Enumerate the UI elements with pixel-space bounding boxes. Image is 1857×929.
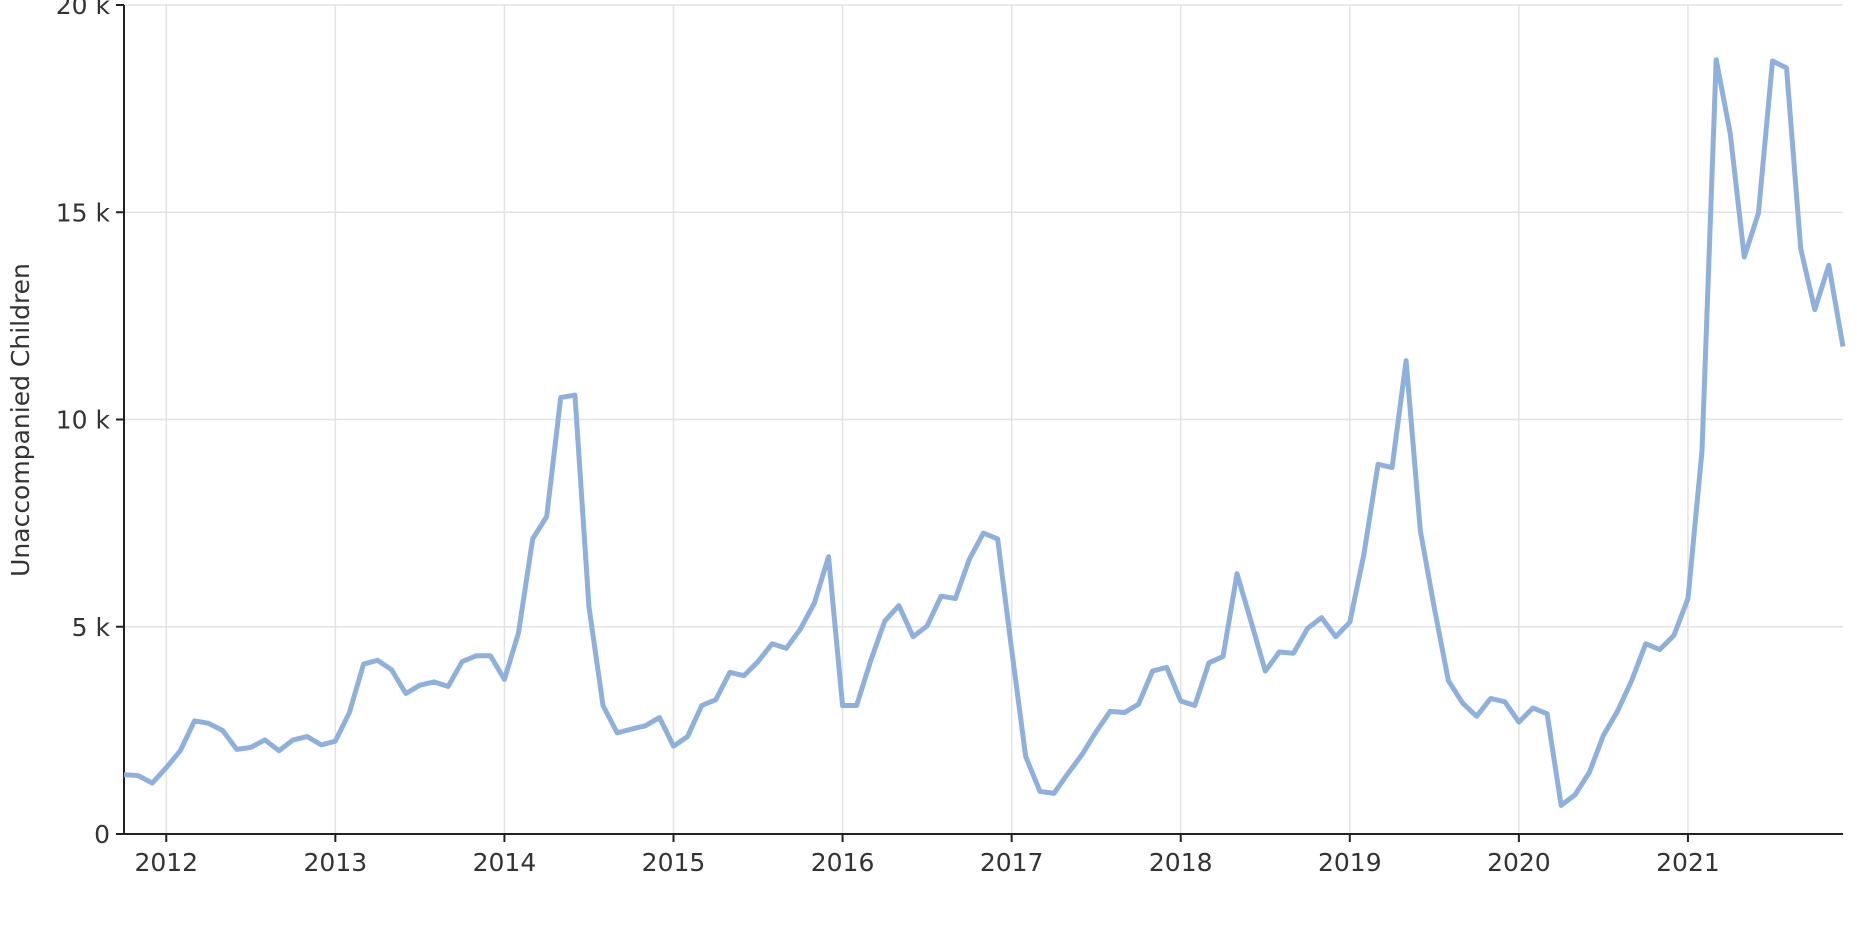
x-tick-label: 2014 [473,848,537,877]
x-tick-label: 2018 [1149,848,1213,877]
x-tick-label: 2013 [304,848,368,877]
y-tick-label: 10 k [56,406,111,435]
y-tick-label: 5 k [72,613,111,642]
y-tick-label: 0 [94,820,110,849]
data-line [123,57,1846,808]
x-tick-label: 2020 [1487,848,1551,877]
x-tick-label: 2015 [642,848,706,877]
y-axis-label: Unaccompanied Children [6,263,35,577]
x-tick-label: 2016 [811,848,875,877]
x-tick-label: 2021 [1656,848,1720,877]
y-tick-label: 20 k [56,0,111,20]
x-tick-label: 2017 [980,848,1044,877]
y-tick-label: 15 k [56,198,111,227]
x-tick-label: 2012 [134,848,198,877]
x-tick-label: 2019 [1318,848,1382,877]
